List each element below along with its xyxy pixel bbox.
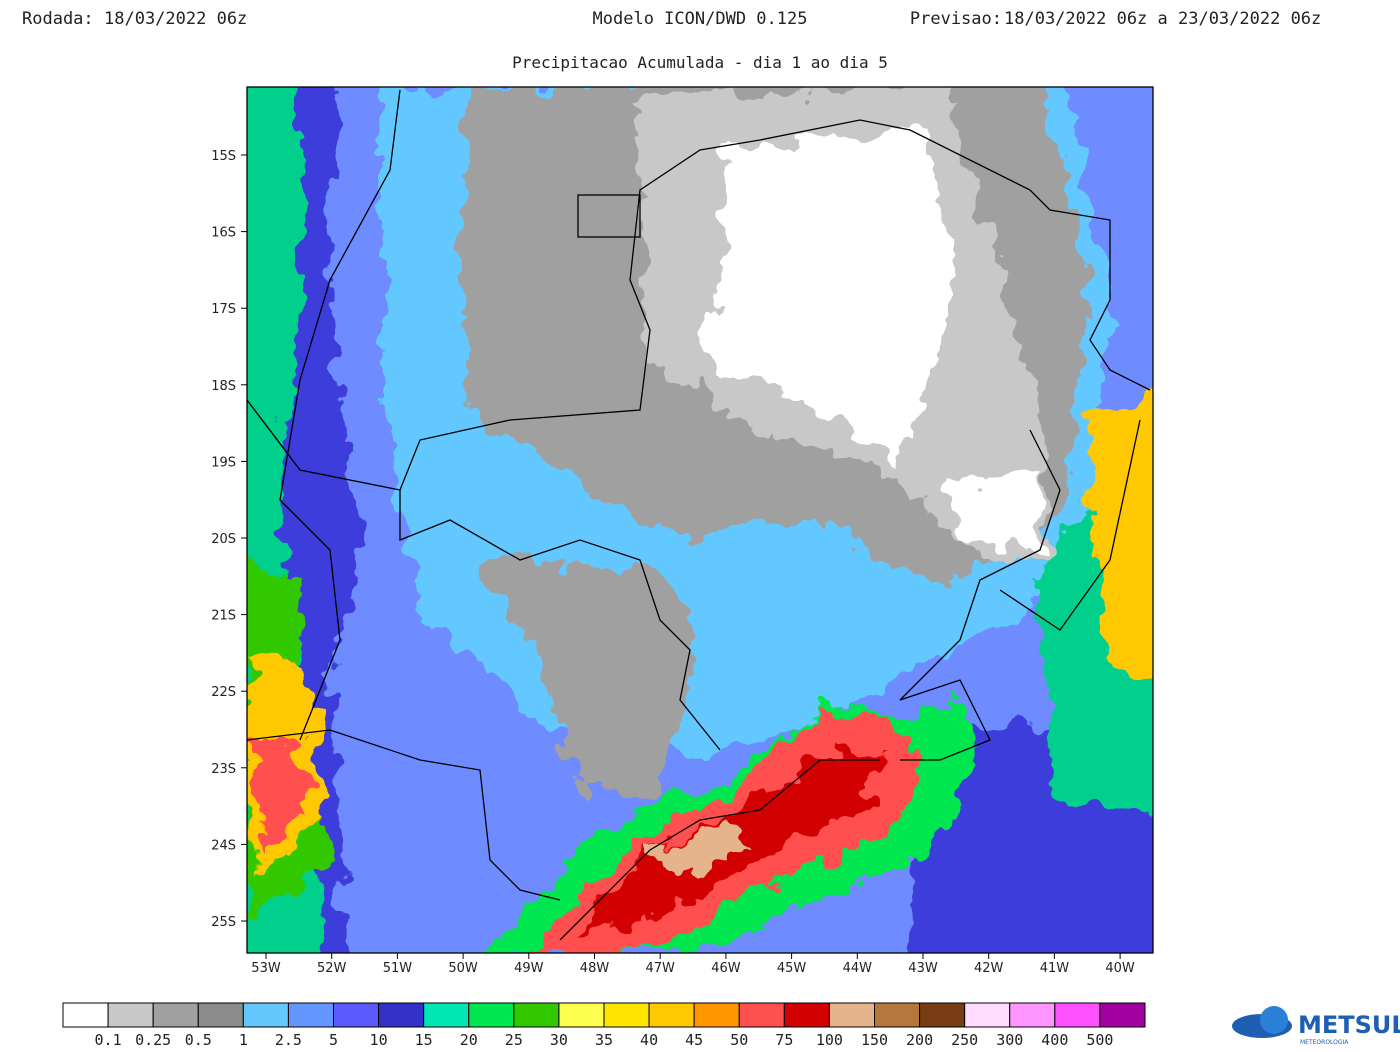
legend-swatch	[107, 1002, 154, 1028]
legend-label: 2.5	[275, 1031, 302, 1049]
legend-swatch	[513, 1002, 560, 1028]
lon-label: 52W	[317, 961, 347, 976]
legend-swatch	[1054, 1002, 1101, 1028]
legend-label: 0.25	[135, 1031, 171, 1049]
legend-swatch	[874, 1002, 921, 1028]
legend-swatch	[648, 1002, 695, 1028]
run: 18/03/2022 06z	[104, 9, 247, 29]
legend-swatch	[197, 1002, 244, 1028]
lon-label: 53W	[251, 961, 281, 976]
lon-label: 47W	[645, 961, 675, 976]
legend-label: 0.5	[185, 1031, 212, 1049]
subtitle: Precipitacao Acumulada - dia 1 ao dia 5	[512, 53, 888, 72]
legend-label: 300	[996, 1031, 1023, 1049]
lon-label: 44W	[843, 961, 873, 976]
legend-label: 25	[505, 1031, 523, 1049]
precip-field	[247, 87, 1153, 953]
legend-label: 250	[951, 1031, 978, 1049]
legend-label: 400	[1041, 1031, 1068, 1049]
lon-label: 43W	[908, 961, 938, 976]
lon-label: 41W	[1040, 961, 1070, 976]
forecast-label: Previsao:	[910, 9, 1002, 29]
logo-name: METSUL	[1298, 1011, 1400, 1039]
lat-label: 24S	[211, 838, 236, 853]
lat-label: 25S	[211, 915, 236, 930]
legend-swatch	[738, 1002, 785, 1028]
legend-label: 10	[370, 1031, 388, 1049]
legend-swatch	[423, 1002, 470, 1028]
legend-swatch	[468, 1002, 515, 1028]
legend-swatch	[287, 1002, 334, 1028]
lat-label: 16S	[211, 226, 236, 241]
legend-swatch	[378, 1002, 425, 1028]
lat-label: 18S	[211, 379, 236, 394]
lon-label: 42W	[974, 961, 1004, 976]
legend-label: 200	[906, 1031, 933, 1049]
legend-swatch	[828, 1002, 876, 1028]
logo: METSUL METEOROLOGIA	[1232, 1006, 1400, 1046]
lat-label: 23S	[211, 762, 236, 777]
legend-label: 40	[640, 1031, 658, 1049]
lon-label: 49W	[514, 961, 544, 976]
legend-label: 0.1	[95, 1031, 122, 1049]
legend-swatch	[964, 1002, 1011, 1028]
legend-label: 15	[415, 1031, 433, 1049]
legend-swatch	[603, 1002, 650, 1028]
lat-label: 20S	[211, 532, 236, 547]
lon-label: 48W	[580, 961, 610, 976]
legend-swatch	[242, 1002, 289, 1028]
lon-label: 45W	[777, 961, 807, 976]
legend-swatch	[919, 1002, 966, 1028]
lon-label: 51W	[383, 961, 413, 976]
legend-label: 150	[861, 1031, 888, 1049]
model: Modelo ICON/DWD 0.125	[593, 9, 808, 29]
legend-label: 500	[1086, 1031, 1113, 1049]
forecast: 18/03/2022 06z a 23/03/2022 06z	[1004, 9, 1321, 29]
lon-label: 46W	[711, 961, 741, 976]
lat-label: 21S	[211, 609, 236, 624]
legend-label: 35	[595, 1031, 613, 1049]
legend-label: 20	[460, 1031, 478, 1049]
lon-label: 50W	[448, 961, 478, 976]
lat-label: 17S	[211, 302, 236, 317]
lon-label: 40W	[1105, 961, 1135, 976]
lat-label: 22S	[211, 685, 236, 700]
legend-label: 1	[239, 1031, 248, 1049]
lat-label: 19S	[211, 455, 236, 470]
legend-swatch	[783, 1002, 830, 1028]
lat-label: 15S	[211, 149, 236, 164]
legend-label: 45	[685, 1031, 703, 1049]
legend-label: 50	[730, 1031, 748, 1049]
legend-swatch	[558, 1002, 605, 1028]
legend-swatch	[152, 1002, 199, 1028]
legend-swatch	[693, 1002, 740, 1028]
legend-label: 100	[816, 1031, 843, 1049]
legend-swatch	[62, 1002, 109, 1028]
map-frame	[246, 86, 1154, 954]
logo-tagline: METEOROLOGIA	[1300, 1039, 1349, 1046]
legend-swatch	[1009, 1002, 1056, 1028]
legend-label: 5	[329, 1031, 338, 1049]
legend-label: 30	[550, 1031, 568, 1049]
run-label: Rodada:	[22, 9, 94, 29]
legend-swatch	[1099, 1002, 1146, 1028]
legend-swatch	[333, 1002, 380, 1028]
legend-label: 75	[775, 1031, 793, 1049]
